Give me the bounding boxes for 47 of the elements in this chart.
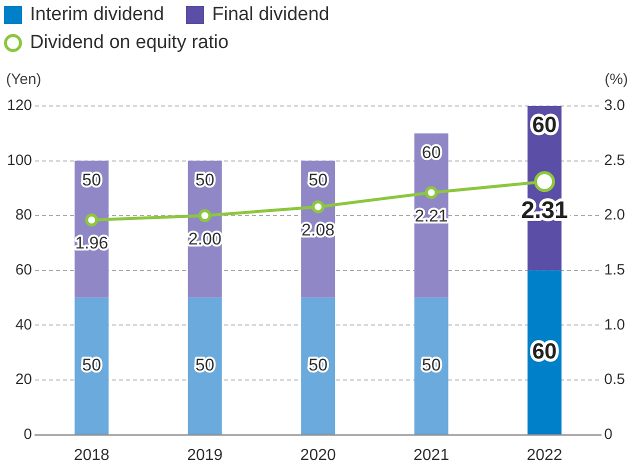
legend-label: Dividend on equity ratio: [30, 32, 229, 54]
data-label: 50: [82, 356, 102, 375]
data-label: 1.96: [75, 234, 108, 253]
point: [312, 200, 325, 214]
point: [424, 186, 438, 200]
bar: [188, 298, 222, 434]
data-label: 50: [82, 170, 102, 190]
x-tick-label: 2020: [300, 446, 336, 464]
data-label: 60: [532, 338, 557, 364]
bar: [74, 298, 109, 434]
legend-label: Interim dividend: [30, 4, 164, 26]
bar: [301, 298, 336, 434]
legend-label: Final dividend: [212, 4, 330, 26]
y-tick-label: 40: [15, 316, 32, 334]
data-label: 50: [308, 356, 328, 375]
data-label: 2.08: [302, 220, 335, 240]
y2-tick-label: 0.5: [604, 371, 626, 388]
x-tick-label: 2021: [414, 446, 450, 464]
y2-tick-label: 1.0: [604, 316, 626, 334]
data-label: 50: [195, 356, 214, 375]
point: [198, 209, 212, 222]
data-label: 50: [422, 356, 441, 375]
y-axis-title: (Yen): [6, 71, 42, 88]
y2-tick-label: 2.0: [604, 206, 626, 224]
point: [85, 213, 98, 226]
data-label: 60: [422, 143, 441, 162]
data-label: 50: [308, 170, 328, 190]
y-tick-label: 100: [6, 152, 32, 169]
data-label: 2.21: [414, 206, 448, 226]
data-label: 50: [195, 170, 214, 190]
y2-axis-title: (%): [604, 71, 628, 88]
y-tick-label: 20: [15, 371, 32, 388]
data-label: 60: [532, 112, 557, 138]
y-tick-label: 120: [6, 97, 32, 114]
bar: [528, 270, 562, 434]
y2-tick-label: 3.0: [604, 97, 626, 114]
y-tick-label: 0: [24, 426, 32, 443]
y-tick-label: 60: [15, 262, 32, 279]
x-tick-label: 2018: [74, 446, 110, 464]
x-tick-label: 2022: [526, 446, 562, 464]
data-label: 2.00: [188, 229, 222, 248]
y2-tick-label: 0: [604, 426, 612, 443]
bar: [414, 298, 448, 434]
x-tick-label: 2019: [187, 446, 223, 464]
y2-tick-label: 1.5: [604, 262, 626, 279]
y-tick-label: 80: [15, 206, 32, 224]
y2-tick-label: 2.5: [604, 152, 626, 169]
